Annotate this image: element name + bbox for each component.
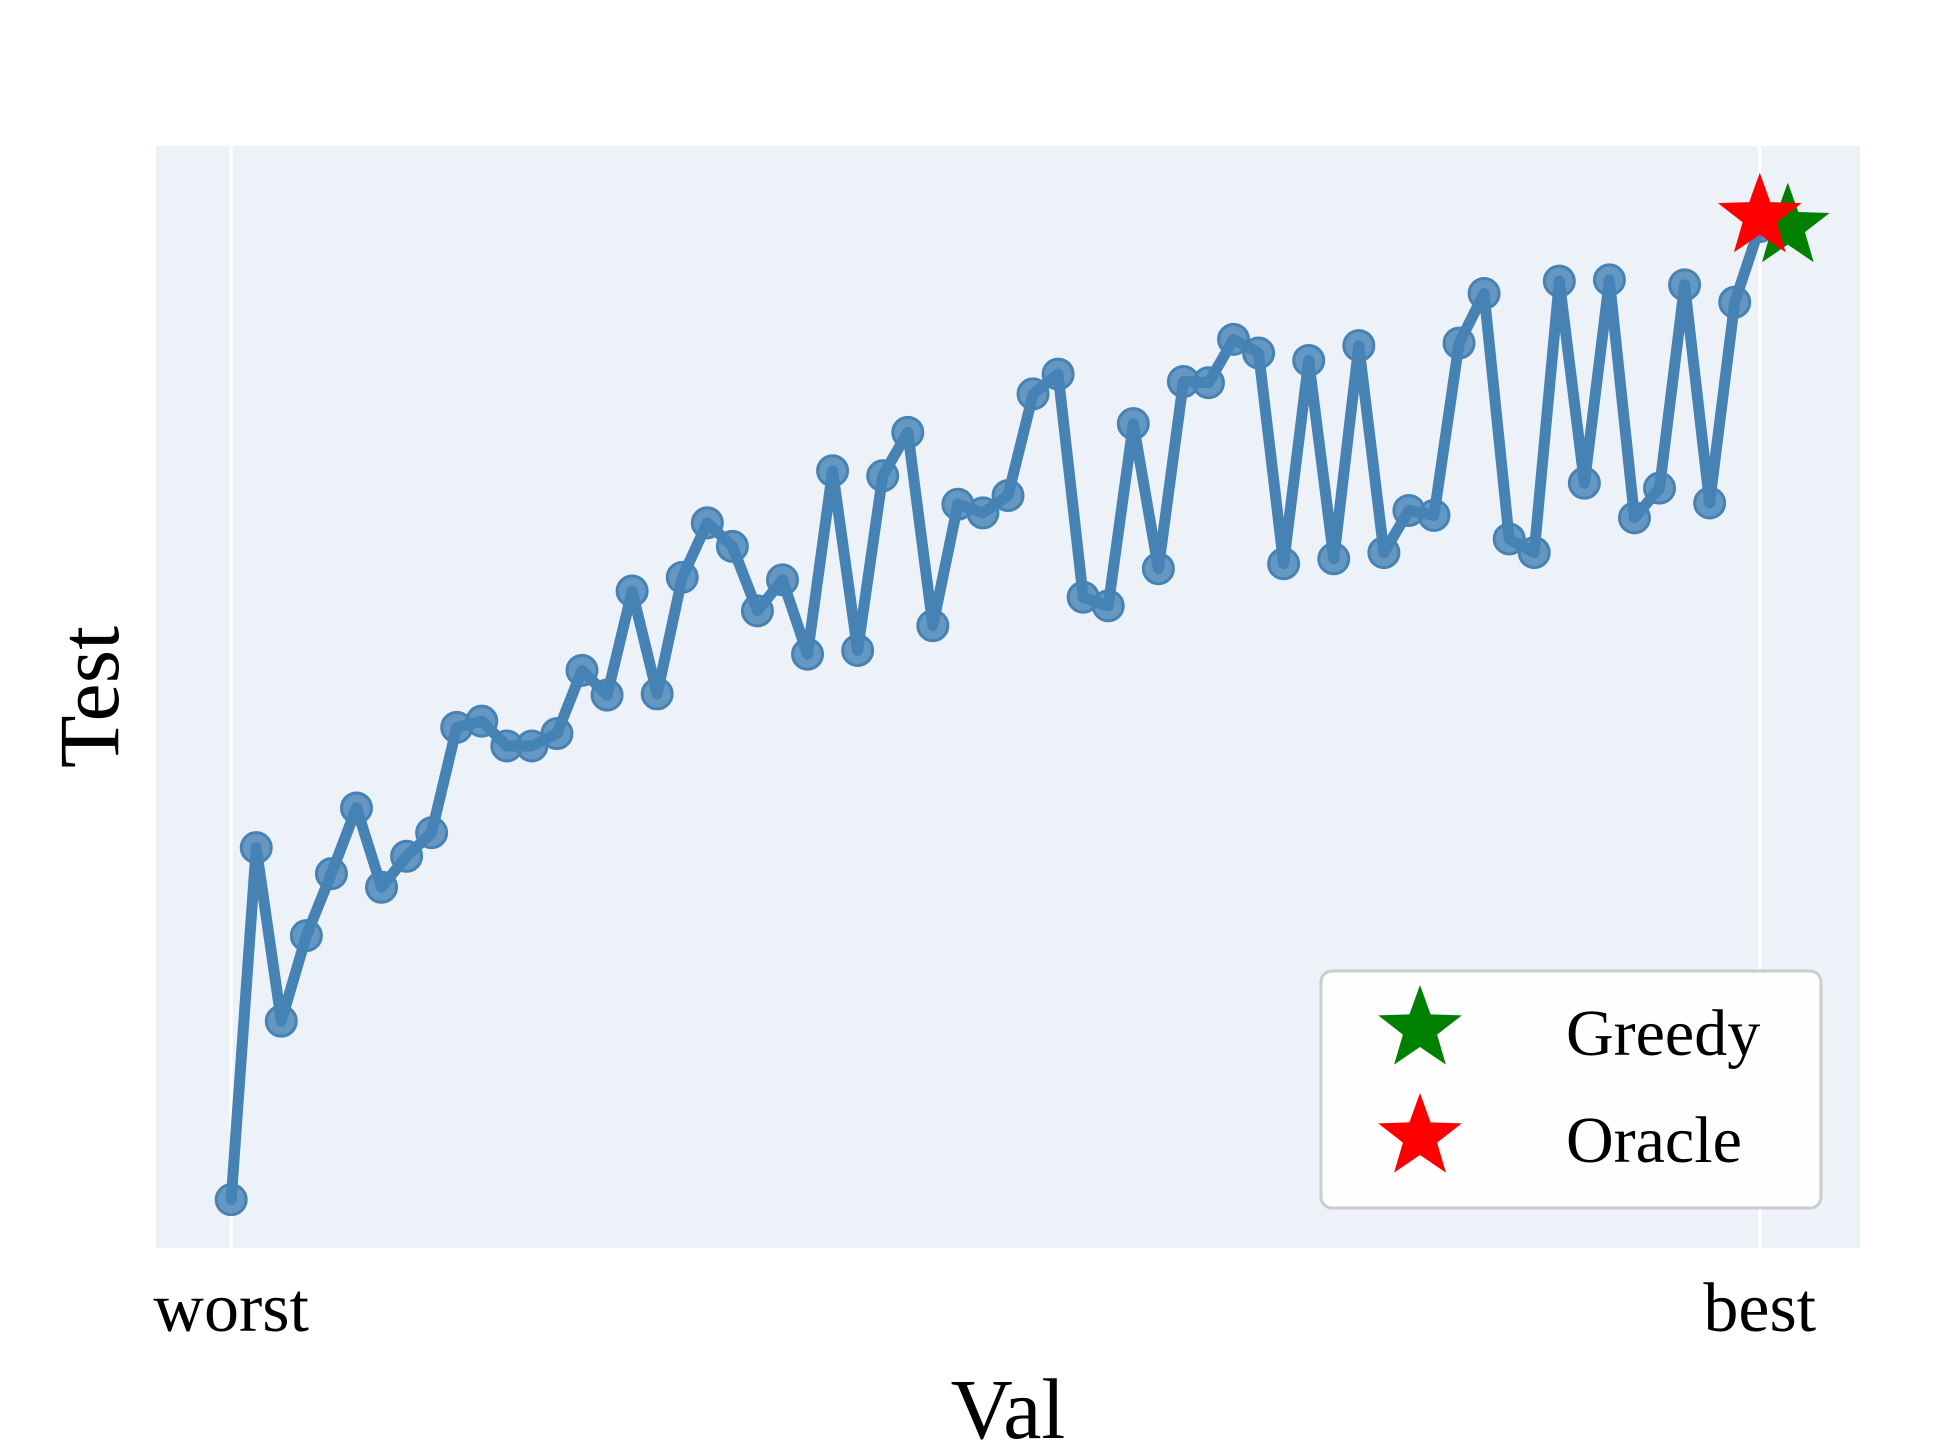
data-point bbox=[1342, 329, 1376, 363]
x-tick-labels: worst best bbox=[153, 1270, 1816, 1347]
data-point bbox=[1467, 277, 1501, 311]
data-point bbox=[765, 563, 799, 597]
data-point bbox=[991, 479, 1025, 513]
data-point bbox=[339, 791, 373, 825]
data-point bbox=[1492, 522, 1526, 556]
data-point bbox=[740, 594, 774, 628]
x-axis-label: Val bbox=[951, 1361, 1066, 1453]
legend-box bbox=[1319, 969, 1823, 1210]
data-point bbox=[715, 529, 749, 563]
oracle-star-marker bbox=[1717, 172, 1802, 253]
series-layer bbox=[214, 210, 1777, 1217]
data-point bbox=[1317, 542, 1351, 576]
data-point bbox=[690, 506, 724, 540]
data-point bbox=[1567, 466, 1601, 500]
data-point bbox=[1718, 285, 1752, 319]
data-point bbox=[615, 574, 649, 608]
greedy-star-marker bbox=[1746, 182, 1830, 263]
data-point bbox=[289, 919, 323, 953]
data-point bbox=[1517, 536, 1551, 570]
data-point bbox=[665, 560, 699, 594]
y-axis-label: Test bbox=[41, 626, 137, 768]
data-point bbox=[565, 653, 599, 687]
data-point bbox=[1217, 322, 1251, 356]
data-point bbox=[390, 839, 424, 873]
data-point bbox=[1643, 471, 1677, 505]
data-point bbox=[640, 677, 674, 711]
data-point bbox=[239, 831, 273, 865]
data-point bbox=[816, 454, 850, 488]
data-point bbox=[264, 1004, 298, 1038]
data-point bbox=[841, 634, 875, 668]
data-point bbox=[1141, 552, 1175, 586]
data-point bbox=[1267, 547, 1301, 581]
legend-label-greedy: Greedy bbox=[1566, 997, 1760, 1070]
data-point bbox=[1367, 536, 1401, 570]
data-point bbox=[1668, 268, 1702, 302]
data-point bbox=[966, 496, 1000, 530]
data-point bbox=[1116, 407, 1150, 441]
data-point bbox=[1417, 498, 1451, 532]
data-point bbox=[1191, 366, 1225, 400]
data-point bbox=[1091, 589, 1125, 623]
data-point bbox=[1693, 486, 1727, 520]
data-point bbox=[415, 816, 449, 850]
data-point bbox=[1041, 357, 1075, 391]
data-point bbox=[365, 870, 399, 904]
data-point bbox=[1292, 343, 1326, 377]
data-point bbox=[1242, 336, 1276, 370]
data-point bbox=[540, 717, 574, 751]
data-point bbox=[866, 459, 900, 493]
data-point bbox=[314, 857, 348, 891]
data-point bbox=[1016, 377, 1050, 411]
legend-greedy-star-icon bbox=[1378, 985, 1462, 1065]
data-point bbox=[1442, 326, 1476, 360]
data-point bbox=[791, 637, 825, 671]
data-point bbox=[465, 704, 499, 738]
data-point bbox=[1592, 263, 1626, 297]
legend-oracle-star-icon bbox=[1378, 1093, 1462, 1173]
legend-label-oracle: Oracle bbox=[1566, 1104, 1742, 1177]
data-point bbox=[891, 415, 925, 449]
data-point bbox=[214, 1183, 248, 1217]
x-tick-label-best: best bbox=[1703, 1270, 1816, 1347]
marker-layer bbox=[1717, 172, 1830, 263]
data-point bbox=[1617, 501, 1651, 535]
data-point bbox=[1542, 264, 1576, 298]
data-point bbox=[590, 678, 624, 712]
legend: Greedy Oracle bbox=[1319, 969, 1823, 1210]
x-tick-label-worst: worst bbox=[153, 1270, 309, 1347]
data-point bbox=[916, 609, 950, 643]
